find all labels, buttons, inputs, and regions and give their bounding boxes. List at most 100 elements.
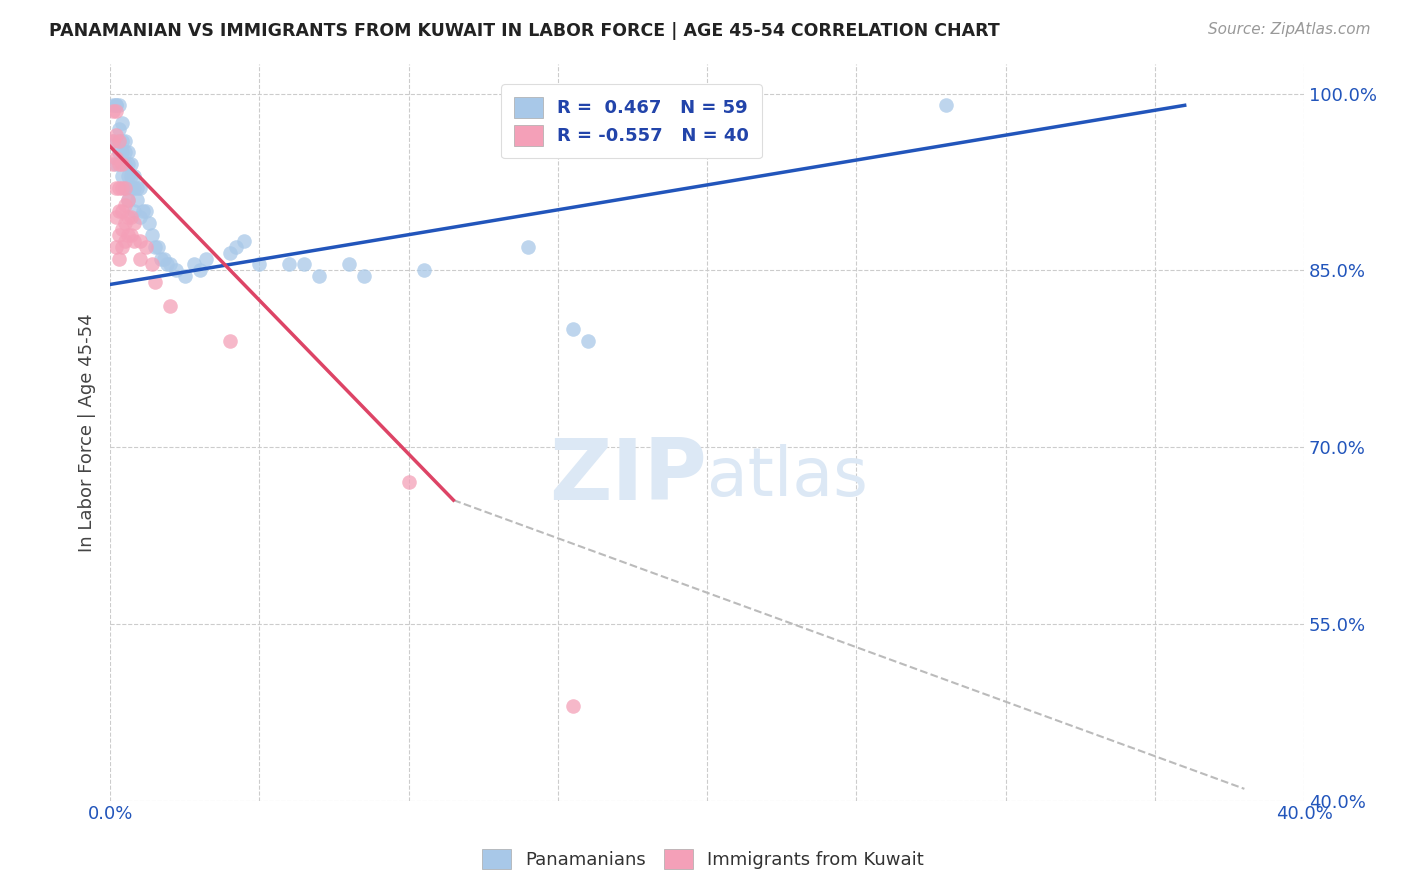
Point — [135, 204, 157, 219]
Point — [105, 128, 128, 142]
Point — [111, 145, 134, 160]
Point — [159, 257, 181, 271]
Point — [101, 104, 124, 119]
Point — [120, 157, 142, 171]
Point — [141, 257, 163, 271]
Point — [111, 134, 134, 148]
Point — [114, 216, 136, 230]
Point — [108, 181, 131, 195]
Point — [308, 269, 330, 284]
Point — [111, 181, 134, 195]
Point — [114, 198, 136, 212]
Point — [194, 252, 217, 266]
Point — [561, 699, 583, 714]
Text: atlas: atlas — [707, 443, 868, 509]
Point — [120, 211, 142, 225]
Point — [125, 193, 148, 207]
Point — [122, 204, 145, 219]
Point — [117, 193, 139, 207]
Point — [138, 216, 160, 230]
Point — [129, 181, 152, 195]
Point — [146, 240, 169, 254]
Point — [183, 257, 205, 271]
Point — [108, 252, 131, 266]
Point — [101, 134, 124, 148]
Point — [398, 475, 420, 490]
Point — [561, 322, 583, 336]
Point — [101, 134, 124, 148]
Point — [129, 234, 152, 248]
Point — [108, 134, 131, 148]
Point — [105, 157, 128, 171]
Point — [141, 227, 163, 242]
Point — [149, 252, 172, 266]
Point — [108, 145, 131, 160]
Point — [117, 193, 139, 207]
Point — [278, 257, 301, 271]
Point — [117, 169, 139, 183]
Point — [117, 227, 139, 242]
Point — [247, 257, 270, 271]
Y-axis label: In Labor Force | Age 45-54: In Labor Force | Age 45-54 — [79, 313, 96, 551]
Point — [292, 257, 315, 271]
Point — [156, 257, 179, 271]
Point — [143, 240, 166, 254]
Point — [120, 181, 142, 195]
Point — [153, 252, 176, 266]
Point — [125, 181, 148, 195]
Point — [108, 98, 131, 112]
Point — [105, 211, 128, 225]
Point — [165, 263, 187, 277]
Point — [129, 252, 152, 266]
Text: ZIP: ZIP — [550, 435, 707, 518]
Text: PANAMANIAN VS IMMIGRANTS FROM KUWAIT IN LABOR FORCE | AGE 45-54 CORRELATION CHAR: PANAMANIAN VS IMMIGRANTS FROM KUWAIT IN … — [49, 22, 1000, 40]
Point — [143, 275, 166, 289]
Point — [122, 169, 145, 183]
Point — [120, 227, 142, 242]
Point — [105, 98, 128, 112]
Point — [111, 157, 134, 171]
Point — [111, 240, 134, 254]
Point — [108, 227, 131, 242]
Point — [108, 134, 131, 148]
Point — [173, 269, 195, 284]
Point — [114, 181, 136, 195]
Point — [576, 334, 599, 348]
Point — [117, 211, 139, 225]
Point — [108, 204, 131, 219]
Point — [111, 204, 134, 219]
Text: Source: ZipAtlas.com: Source: ZipAtlas.com — [1208, 22, 1371, 37]
Point — [117, 157, 139, 171]
Point — [111, 116, 134, 130]
Point — [120, 169, 142, 183]
Point — [105, 152, 128, 166]
Point — [129, 211, 152, 225]
Point — [122, 216, 145, 230]
Point — [353, 269, 375, 284]
Point — [132, 204, 155, 219]
Point — [225, 240, 247, 254]
Point — [105, 240, 128, 254]
Point — [114, 181, 136, 195]
Point — [122, 181, 145, 195]
Point — [337, 257, 360, 271]
Point — [159, 299, 181, 313]
Point — [412, 263, 434, 277]
Point — [105, 98, 128, 112]
Point — [101, 98, 124, 112]
Point — [114, 234, 136, 248]
Point — [105, 181, 128, 195]
Point — [101, 157, 124, 171]
Point — [111, 169, 134, 183]
Point — [935, 98, 957, 112]
Legend: R =  0.467   N = 59, R = -0.557   N = 40: R = 0.467 N = 59, R = -0.557 N = 40 — [502, 84, 762, 159]
Point — [117, 145, 139, 160]
Legend: Panamanians, Immigrants from Kuwait: Panamanians, Immigrants from Kuwait — [472, 839, 934, 879]
Point — [218, 245, 240, 260]
Point — [108, 121, 131, 136]
Point — [517, 240, 540, 254]
Point — [122, 234, 145, 248]
Point — [105, 104, 128, 119]
Point — [218, 334, 240, 348]
Point — [188, 263, 211, 277]
